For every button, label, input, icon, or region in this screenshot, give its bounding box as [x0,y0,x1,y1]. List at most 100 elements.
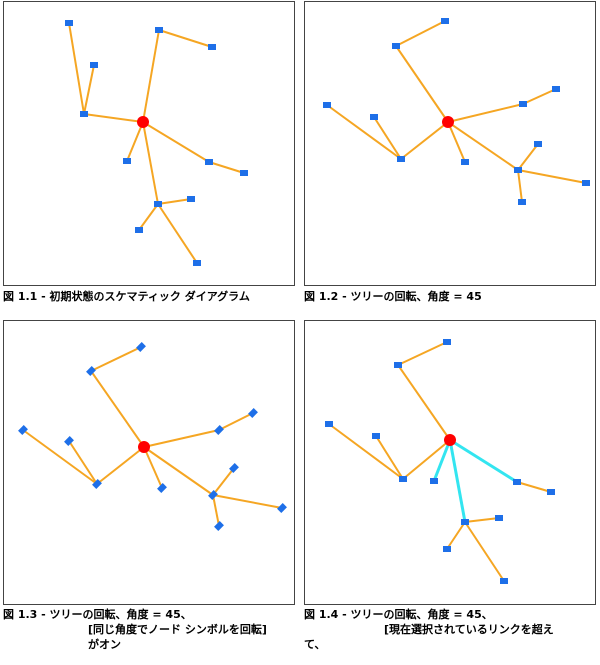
node[interactable] [64,436,74,446]
node[interactable] [214,521,224,531]
link[interactable] [143,446,214,496]
node[interactable] [370,114,378,120]
node[interactable] [461,159,469,165]
node[interactable] [208,490,218,500]
node[interactable] [80,111,88,117]
node[interactable] [154,201,162,207]
node[interactable] [534,141,542,147]
node[interactable] [214,425,224,435]
node[interactable] [208,44,216,50]
node[interactable] [552,86,560,92]
node[interactable] [135,227,143,233]
selected-link[interactable] [432,439,452,482]
link[interactable] [400,121,449,160]
node[interactable] [325,421,333,427]
node[interactable] [443,339,451,345]
link[interactable] [446,521,466,550]
node[interactable] [323,102,331,108]
node[interactable] [392,43,400,49]
node[interactable] [136,342,146,352]
link[interactable] [157,198,192,205]
link[interactable] [90,346,142,372]
link[interactable] [517,169,523,203]
link[interactable] [138,203,159,231]
root-node[interactable] [442,116,454,128]
node[interactable] [441,18,449,24]
link[interactable] [143,446,163,489]
link[interactable] [373,116,402,160]
node[interactable] [187,196,195,202]
node[interactable] [86,366,96,376]
node[interactable] [157,483,167,493]
node[interactable] [248,408,258,418]
link[interactable] [395,20,446,47]
link[interactable] [212,467,235,496]
link[interactable] [328,423,404,480]
link[interactable] [517,169,587,184]
link[interactable] [326,104,402,160]
link[interactable] [157,203,198,264]
node[interactable] [547,489,555,495]
node[interactable] [155,27,163,33]
node[interactable] [277,503,287,513]
node[interactable] [519,101,527,107]
node[interactable] [461,519,469,525]
link[interactable] [142,29,160,123]
link[interactable] [397,364,451,441]
link[interactable] [212,494,283,509]
node[interactable] [430,478,438,484]
link[interactable] [395,45,449,123]
node[interactable] [394,362,402,368]
node[interactable] [18,425,28,435]
node[interactable] [193,260,201,266]
node[interactable] [205,159,213,165]
node[interactable] [582,180,590,186]
link[interactable] [142,121,210,163]
node[interactable] [518,199,526,205]
link[interactable] [158,29,213,48]
node[interactable] [443,546,451,552]
link[interactable] [96,446,145,485]
link[interactable] [447,103,524,123]
link[interactable] [208,161,245,174]
link[interactable] [464,517,500,523]
link[interactable] [402,439,451,480]
node[interactable] [240,170,248,176]
node[interactable] [397,156,405,162]
link[interactable] [126,121,144,162]
root-node[interactable] [137,116,149,128]
node[interactable] [372,433,380,439]
node[interactable] [123,158,131,164]
link[interactable] [522,88,557,105]
link[interactable] [22,429,98,485]
node[interactable] [514,167,522,173]
root-node[interactable] [444,434,456,446]
link[interactable] [375,435,404,480]
link[interactable] [142,121,159,205]
link[interactable] [517,143,539,171]
link[interactable] [397,341,448,366]
link[interactable] [68,440,98,485]
node[interactable] [495,515,503,521]
link[interactable] [447,121,519,171]
node[interactable] [513,479,521,485]
link[interactable] [516,481,552,493]
link[interactable] [212,494,220,527]
link[interactable] [83,113,144,123]
node[interactable] [65,20,73,26]
selected-link[interactable] [449,438,518,484]
node[interactable] [500,578,508,584]
link[interactable] [143,429,220,448]
link[interactable] [68,22,85,115]
link[interactable] [464,521,505,582]
node[interactable] [399,476,407,482]
root-node[interactable] [138,441,150,453]
node[interactable] [90,62,98,68]
selected-link[interactable] [448,439,467,523]
node[interactable] [92,479,102,489]
link[interactable] [218,412,254,431]
node[interactable] [229,463,239,473]
link[interactable] [83,64,95,115]
link[interactable] [447,121,466,163]
link[interactable] [90,370,145,448]
